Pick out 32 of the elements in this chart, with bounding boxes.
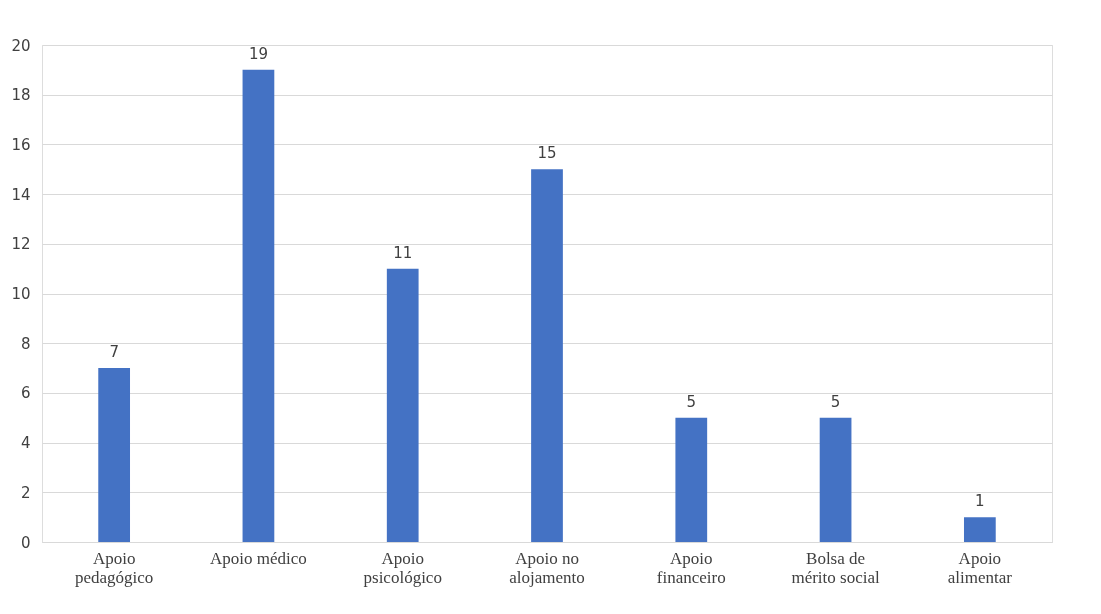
bar xyxy=(242,69,275,542)
y-tick-label: 0 xyxy=(20,533,31,552)
y-tick-label: 6 xyxy=(20,384,31,403)
bar xyxy=(98,368,131,542)
x-tick-label: Apoio alimentar xyxy=(947,548,1013,587)
y-tick-label: 2 xyxy=(20,483,31,502)
x-tick-label: Apoio médico xyxy=(210,548,307,568)
y-tick-label: 16 xyxy=(11,135,31,154)
bar xyxy=(386,268,419,542)
x-tick-label: Apoio pedagógico xyxy=(74,548,154,587)
bar xyxy=(819,417,852,542)
x-tick-label: Apoio psicológico xyxy=(363,548,442,587)
y-tick-label: 18 xyxy=(11,86,31,105)
bar xyxy=(963,517,996,542)
bar xyxy=(531,169,563,542)
data-label: 15 xyxy=(537,144,557,163)
data-label: 5 xyxy=(686,392,697,411)
bar xyxy=(675,417,708,542)
data-label: 11 xyxy=(393,243,413,262)
y-tick-label: 4 xyxy=(20,434,31,453)
y-tick-label: 8 xyxy=(20,334,31,353)
x-tick-label: Apoio financeiro xyxy=(656,548,726,587)
x-tick-label: Apoio no alojamento xyxy=(509,548,585,587)
y-tick-label: 20 xyxy=(11,36,31,55)
data-label: 1 xyxy=(975,492,985,511)
y-tick-label: 10 xyxy=(11,285,31,303)
data-label: 7 xyxy=(109,343,119,362)
x-tick-label: Bolsa de mérito social xyxy=(791,548,880,587)
y-tick-label: 12 xyxy=(11,235,31,254)
y-tick-label: 14 xyxy=(11,185,31,204)
data-label: 5 xyxy=(830,392,841,411)
data-label: 19 xyxy=(248,44,268,63)
